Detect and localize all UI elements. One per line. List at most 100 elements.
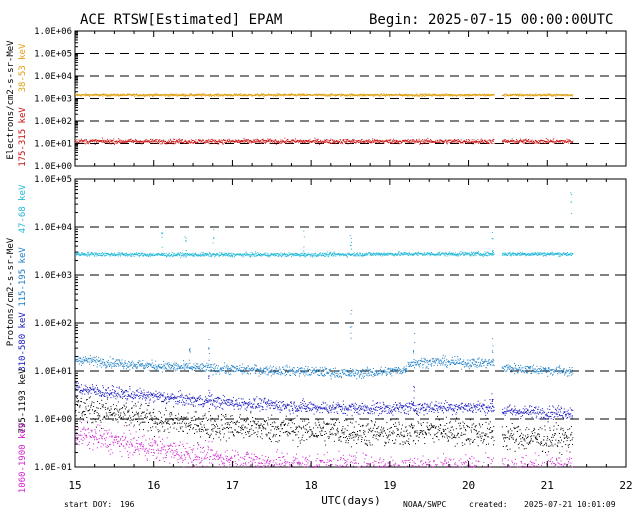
data-point (76, 142, 78, 144)
data-point (112, 362, 114, 364)
data-point (167, 364, 169, 366)
data-point (354, 255, 356, 257)
data-point (415, 252, 416, 254)
data-point (292, 140, 294, 142)
data-point (190, 367, 192, 369)
data-point (351, 93, 353, 95)
data-point (296, 254, 298, 256)
data-point (207, 140, 209, 142)
data-point (512, 252, 514, 254)
data-point (136, 363, 138, 365)
data-point (216, 253, 218, 254)
data-point (177, 141, 179, 143)
data-point (479, 141, 481, 143)
data-point (226, 255, 228, 256)
data-point (525, 141, 527, 143)
data-point (209, 253, 211, 254)
data-point (84, 95, 86, 97)
data-point (450, 142, 452, 144)
data-point (193, 255, 194, 257)
data-point (330, 251, 332, 253)
data-point (295, 94, 296, 95)
data-point (197, 366, 199, 368)
data-point (454, 254, 456, 256)
data-point (467, 253, 469, 255)
data-point (435, 253, 437, 255)
data-point (381, 253, 383, 254)
data-point (221, 141, 223, 143)
data-point (568, 253, 570, 255)
data-point (105, 142, 107, 144)
data-point (237, 370, 239, 372)
data-point (242, 363, 244, 365)
data-point (256, 255, 257, 257)
data-point (400, 142, 402, 144)
data-point (273, 370, 275, 372)
data-point (210, 369, 212, 370)
data-point (238, 370, 240, 371)
data-point (323, 252, 325, 254)
data-point (190, 368, 192, 370)
data-point (567, 140, 569, 142)
data-point (279, 95, 281, 97)
data-point (469, 95, 471, 97)
data-point (299, 368, 301, 370)
data-point (427, 93, 429, 95)
data-point (133, 365, 135, 367)
data-point (376, 139, 378, 141)
data-point (213, 367, 215, 369)
data-point (443, 254, 445, 256)
data-point (540, 95, 542, 97)
data-point (281, 256, 283, 258)
data-point (222, 253, 223, 255)
data-point (194, 367, 196, 369)
data-point (99, 95, 101, 97)
data-point (221, 368, 223, 370)
data-point (519, 141, 521, 143)
data-point (182, 94, 183, 96)
data-point (484, 139, 486, 141)
data-point (316, 94, 318, 96)
data-point (89, 96, 91, 97)
data-point (176, 95, 178, 97)
data-point (255, 369, 257, 371)
data-point (334, 141, 336, 143)
data-point (381, 142, 383, 144)
data-point (490, 140, 492, 142)
data-point (428, 95, 430, 96)
data-point (493, 93, 495, 95)
data-point (95, 138, 97, 140)
data-point (294, 372, 296, 374)
data-point (117, 363, 119, 364)
data-point (330, 95, 331, 97)
data-point (177, 140, 178, 142)
data-point (455, 255, 457, 257)
data-point (374, 139, 375, 141)
data-point (174, 254, 176, 256)
data-point (143, 366, 145, 368)
data-point (373, 142, 375, 144)
data-point (386, 139, 387, 141)
data-point (486, 255, 488, 257)
data-point (550, 140, 552, 141)
data-point (206, 362, 208, 364)
data-point (569, 140, 571, 142)
data-point (111, 358, 113, 360)
data-point (135, 140, 137, 141)
data-point (297, 253, 299, 255)
data-point (457, 254, 459, 255)
data-point (484, 251, 486, 253)
data-point (220, 370, 222, 372)
data-point (141, 252, 143, 254)
data-point (104, 141, 106, 143)
data-point (287, 372, 289, 373)
data-point (407, 141, 409, 143)
data-point (206, 369, 208, 371)
data-point (225, 95, 227, 96)
data-point (115, 141, 117, 143)
data-point (466, 95, 468, 97)
data-point (425, 140, 426, 142)
data-point (211, 96, 212, 97)
data-point (82, 253, 84, 255)
data-point (451, 253, 453, 255)
